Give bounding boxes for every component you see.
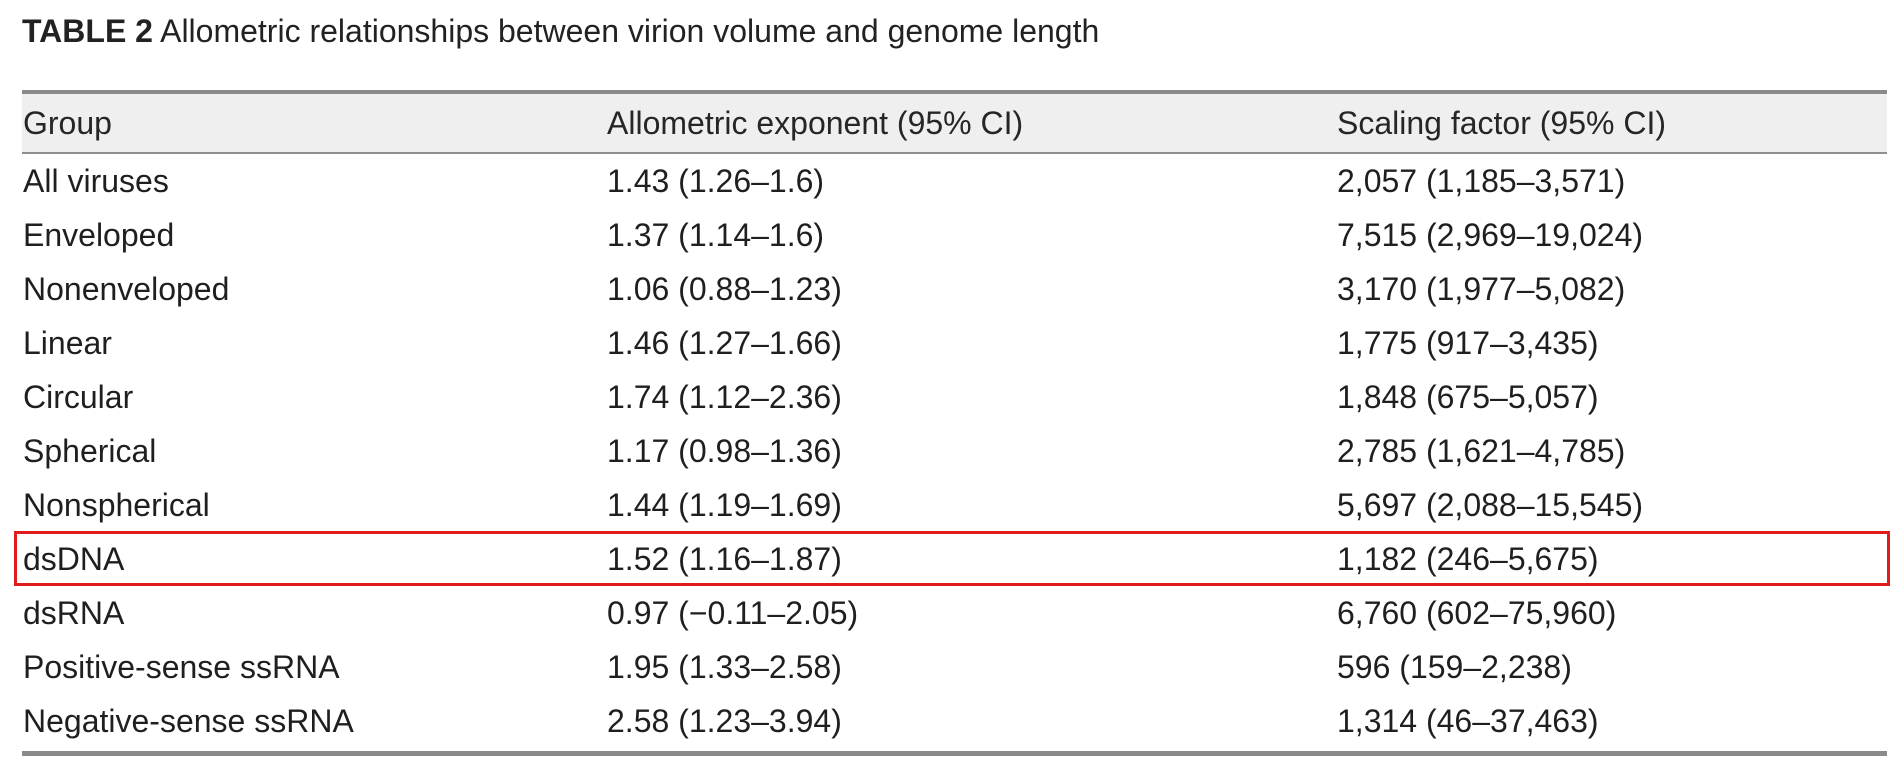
header-allometric-exponent: Allometric exponent (95% CI) bbox=[607, 104, 1024, 141]
table-header-row: Group Allometric exponent (95% CI) Scali… bbox=[22, 94, 1887, 154]
cell-scaling-factor: 596 (159–2,238) bbox=[1337, 648, 1572, 685]
table-caption-text: Allometric relationships between virion … bbox=[160, 13, 1100, 49]
cell-group: dsDNA bbox=[23, 540, 125, 577]
table-row: Negative-sense ssRNA 2.58 (1.23–3.94) 1,… bbox=[22, 694, 1887, 748]
cell-scaling-factor: 2,785 (1,621–4,785) bbox=[1337, 432, 1626, 469]
table-row: Nonenveloped 1.06 (0.88–1.23) 3,170 (1,9… bbox=[22, 262, 1887, 316]
cell-group: Nonspherical bbox=[23, 486, 210, 523]
header-scaling-factor: Scaling factor (95% CI) bbox=[1337, 104, 1667, 141]
header-group: Group bbox=[23, 104, 112, 141]
cell-group: Nonenveloped bbox=[23, 270, 230, 307]
cell-allometric-exponent: 1.46 (1.27–1.66) bbox=[607, 324, 842, 361]
table-row: All viruses 1.43 (1.26–1.6) 2,057 (1,185… bbox=[22, 154, 1887, 208]
cell-scaling-factor: 5,697 (2,088–15,545) bbox=[1337, 486, 1644, 523]
cell-scaling-factor: 1,182 (246–5,675) bbox=[1337, 540, 1599, 577]
cell-group: Spherical bbox=[23, 432, 157, 469]
table-row: Positive-sense ssRNA 1.95 (1.33–2.58) 59… bbox=[22, 640, 1887, 694]
cell-scaling-factor: 2,057 (1,185–3,571) bbox=[1337, 162, 1626, 199]
cell-group: Circular bbox=[23, 378, 134, 415]
cell-allometric-exponent: 2.58 (1.23–3.94) bbox=[607, 702, 842, 739]
table-top-rule bbox=[22, 90, 1887, 94]
table-caption-label: TABLE 2 bbox=[22, 13, 153, 49]
table-bottom-rule bbox=[22, 751, 1887, 756]
cell-allometric-exponent: 1.17 (0.98–1.36) bbox=[607, 432, 842, 469]
cell-group: All viruses bbox=[23, 162, 169, 199]
cell-allometric-exponent: 1.74 (1.12–2.36) bbox=[607, 378, 842, 415]
table-row: dsRNA 0.97 (−0.11–2.05) 6,760 (602–75,96… bbox=[22, 586, 1887, 640]
cell-scaling-factor: 1,848 (675–5,057) bbox=[1337, 378, 1599, 415]
table-row: Nonspherical 1.44 (1.19–1.69) 5,697 (2,0… bbox=[22, 478, 1887, 532]
cell-allometric-exponent: 1.43 (1.26–1.6) bbox=[607, 162, 825, 199]
cell-group: Enveloped bbox=[23, 216, 175, 253]
table-caption: TABLE 2 Allometric relationships between… bbox=[22, 10, 1099, 52]
table-row: Enveloped 1.37 (1.14–1.6) 7,515 (2,969–1… bbox=[22, 208, 1887, 262]
table-row: Linear 1.46 (1.27–1.66) 1,775 (917–3,435… bbox=[22, 316, 1887, 370]
cell-scaling-factor: 3,170 (1,977–5,082) bbox=[1337, 270, 1626, 307]
cell-allometric-exponent: 1.95 (1.33–2.58) bbox=[607, 648, 842, 685]
cell-scaling-factor: 6,760 (602–75,960) bbox=[1337, 594, 1617, 631]
cell-group: Negative-sense ssRNA bbox=[23, 702, 354, 739]
cell-group: dsRNA bbox=[23, 594, 125, 631]
cell-allometric-exponent: 1.52 (1.16–1.87) bbox=[607, 540, 842, 577]
table-row-highlighted: dsDNA 1.52 (1.16–1.87) 1,182 (246–5,675) bbox=[14, 531, 1890, 586]
cell-scaling-factor: 7,515 (2,969–19,024) bbox=[1337, 216, 1644, 253]
cell-allometric-exponent: 0.97 (−0.11–2.05) bbox=[607, 594, 859, 631]
cell-scaling-factor: 1,314 (46–37,463) bbox=[1337, 702, 1599, 739]
data-table: Group Allometric exponent (95% CI) Scali… bbox=[14, 90, 1890, 756]
cell-allometric-exponent: 1.37 (1.14–1.6) bbox=[607, 216, 825, 253]
cell-scaling-factor: 1,775 (917–3,435) bbox=[1337, 324, 1599, 361]
table-row: Spherical 1.17 (0.98–1.36) 2,785 (1,621–… bbox=[22, 424, 1887, 478]
cell-allometric-exponent: 1.06 (0.88–1.23) bbox=[607, 270, 842, 307]
cell-group: Linear bbox=[23, 324, 112, 361]
cell-group: Positive-sense ssRNA bbox=[23, 648, 340, 685]
cell-allometric-exponent: 1.44 (1.19–1.69) bbox=[607, 486, 842, 523]
table-row: Circular 1.74 (1.12–2.36) 1,848 (675–5,0… bbox=[22, 370, 1887, 424]
